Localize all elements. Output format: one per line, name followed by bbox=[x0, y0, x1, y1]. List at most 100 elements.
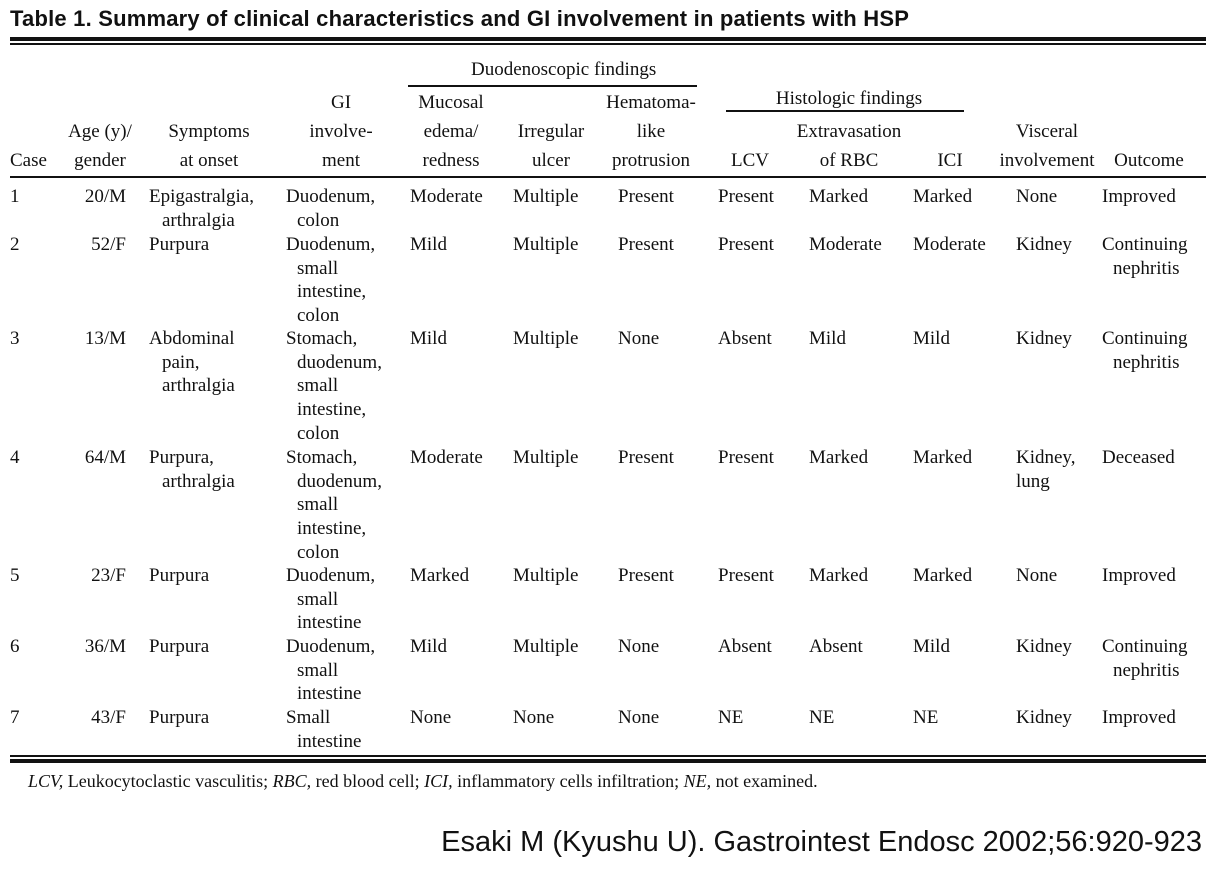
table-cell-visceral: Kidney bbox=[1016, 636, 1072, 657]
table-cell-outcome: nephritis bbox=[1113, 659, 1180, 681]
table-cell-symptoms: arthralgia bbox=[162, 209, 235, 231]
table-cell-symptoms: Purpura bbox=[149, 565, 210, 586]
table-cell-gi: duodenum, bbox=[297, 351, 382, 373]
column-header-ulcer: ulcer bbox=[532, 150, 570, 171]
column-header-gi: ment bbox=[322, 150, 360, 171]
group-header-duodenoscopic: Duodenoscopic findings bbox=[471, 59, 657, 80]
table-cell-lcv: Present bbox=[718, 234, 774, 255]
table-cell-outcome: Continuing bbox=[1102, 328, 1188, 349]
table-cell-gi: intestine bbox=[297, 612, 362, 634]
column-header-outcome: Outcome bbox=[1114, 150, 1184, 171]
table-cell-rbc: NE bbox=[809, 707, 835, 728]
table-cell-case: 6 bbox=[10, 636, 20, 657]
table-cell-lcv: Absent bbox=[718, 636, 772, 657]
table-cell-visceral: Kidney bbox=[1016, 707, 1072, 728]
column-header-mucosal: edema/ bbox=[423, 121, 479, 142]
column-header-mucosal: redness bbox=[422, 150, 480, 171]
table-cell-mucosal: Mild bbox=[410, 328, 447, 349]
bottom-rule-thick bbox=[10, 759, 1206, 763]
table-cell-symptoms: Purpura bbox=[149, 636, 210, 657]
table-cell-visceral: None bbox=[1016, 186, 1058, 207]
table-cell-ici: Mild bbox=[913, 636, 950, 657]
column-header-mucosal: Mucosal bbox=[418, 92, 484, 113]
table-title: Table 1. Summary of clinical characteris… bbox=[10, 6, 910, 31]
column-header-symptoms: at onset bbox=[179, 150, 239, 171]
footnote-definition: Leukocytoclastic vasculitis; bbox=[63, 771, 273, 791]
table-cell-ici: Marked bbox=[913, 186, 973, 207]
table-cell-visceral: None bbox=[1016, 565, 1058, 586]
footnote-abbreviation: NE, bbox=[683, 771, 712, 791]
column-header-rbc: Extravasation bbox=[796, 121, 902, 142]
table-cell-ici: Marked bbox=[913, 447, 973, 468]
table-cell-age: 36/M bbox=[84, 636, 126, 657]
table-cell-outcome: Continuing bbox=[1102, 636, 1188, 657]
footnote-abbreviation: ICI, bbox=[424, 771, 453, 791]
group-header-histologic: Histologic findings bbox=[775, 88, 923, 109]
table-cell-rbc: Moderate bbox=[809, 234, 882, 255]
top-rule bbox=[10, 37, 1206, 41]
table-cell-mucosal: Moderate bbox=[410, 447, 483, 468]
table-cell-case: 5 bbox=[10, 565, 20, 586]
table-cell-lcv: NE bbox=[718, 707, 744, 728]
table-cell-symptoms: pain, bbox=[162, 351, 200, 373]
column-header-age: Age (y)/ bbox=[68, 121, 132, 142]
table-cell-visceral: Kidney bbox=[1016, 328, 1072, 349]
column-header-hematoma: Hematoma- bbox=[606, 92, 696, 113]
column-header-lcv: LCV bbox=[731, 150, 769, 171]
top-rule-thin bbox=[10, 43, 1206, 45]
table-cell-ulcer: Multiple bbox=[513, 447, 579, 468]
table-cell-hematoma: None bbox=[618, 636, 660, 657]
table-cell-gi: intestine bbox=[297, 683, 362, 705]
table-cell-lcv: Present bbox=[718, 565, 774, 586]
table-cell-lcv: Present bbox=[718, 186, 774, 207]
table-cell-rbc: Mild bbox=[809, 328, 846, 349]
table-cell-ulcer: Multiple bbox=[513, 328, 579, 349]
footnote-definition: inflammatory cells infiltration; bbox=[452, 771, 684, 791]
column-header-ici: ICI bbox=[937, 150, 963, 171]
table-cell-symptoms: Purpura bbox=[149, 234, 210, 255]
column-header-visceral: involvement bbox=[999, 150, 1095, 171]
duodenoscopic-underline bbox=[408, 85, 697, 87]
table-cell-ulcer: None bbox=[513, 707, 555, 728]
footnote-definition: not examined. bbox=[711, 771, 818, 791]
table-cell-gi: colon bbox=[297, 422, 340, 444]
table-cell-case: 4 bbox=[10, 447, 20, 468]
table-cell-mucosal: Moderate bbox=[410, 186, 483, 207]
table-cell-gi: small bbox=[297, 659, 339, 681]
column-header-hematoma: like bbox=[636, 121, 666, 142]
table-cell-rbc: Marked bbox=[809, 186, 869, 207]
table-cell-mucosal: Mild bbox=[410, 234, 447, 255]
footnote: LCV, Leukocytoclastic vasculitis; RBC, r… bbox=[28, 771, 818, 792]
table-cell-gi: intestine, bbox=[297, 518, 367, 540]
table-cell-ulcer: Multiple bbox=[513, 565, 579, 586]
table-cell-gi: intestine, bbox=[297, 399, 367, 421]
table-cell-symptoms: Epigastralgia, bbox=[149, 186, 254, 207]
table-cell-ici: Marked bbox=[913, 565, 973, 586]
table-cell-outcome: Deceased bbox=[1102, 447, 1175, 468]
table-cell-case: 1 bbox=[10, 186, 20, 207]
footnote-abbreviation: LCV, bbox=[28, 771, 64, 791]
table-cell-mucosal: Mild bbox=[410, 636, 447, 657]
table-cell-hematoma: Present bbox=[618, 447, 674, 468]
table-cell-outcome: nephritis bbox=[1113, 257, 1180, 279]
table-cell-hematoma: Present bbox=[618, 186, 674, 207]
table-cell-gi: colon bbox=[297, 209, 340, 231]
column-header-hematoma: protrusion bbox=[611, 150, 691, 171]
table-cell-outcome: Improved bbox=[1102, 565, 1176, 586]
table-cell-gi: small bbox=[297, 257, 339, 279]
table-cell-rbc: Marked bbox=[809, 565, 869, 586]
table-cell-visceral: lung bbox=[1016, 470, 1050, 492]
table-cell-case: 7 bbox=[10, 707, 20, 728]
table-cell-outcome: Continuing bbox=[1102, 234, 1188, 255]
table-cell-case: 2 bbox=[10, 234, 20, 255]
table-cell-symptoms: arthralgia bbox=[162, 470, 235, 492]
table-cell-hematoma: None bbox=[618, 707, 660, 728]
table-cell-age: 64/M bbox=[84, 447, 126, 468]
table-cell-ici: NE bbox=[913, 707, 939, 728]
table-cell-gi: Duodenum, bbox=[286, 636, 376, 657]
table-cell-mucosal: Marked bbox=[410, 565, 470, 586]
table-cell-gi: Stomach, bbox=[286, 328, 358, 349]
column-header-ulcer: Irregular bbox=[517, 121, 585, 142]
citation: Esaki M (Kyushu U). Gastrointest Endosc … bbox=[441, 826, 1202, 858]
histologic-underline bbox=[726, 110, 964, 112]
